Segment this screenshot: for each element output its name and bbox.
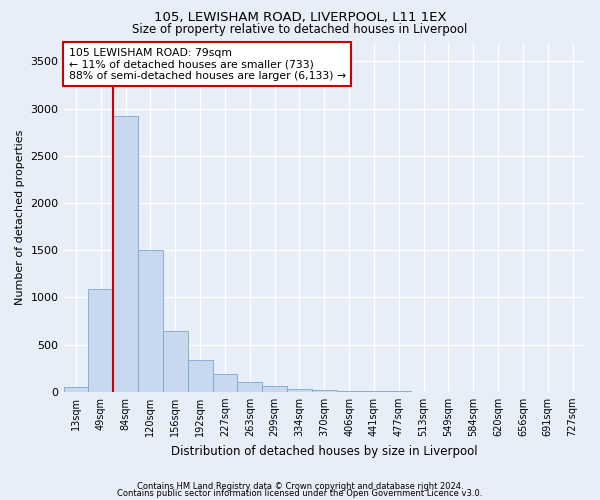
Bar: [88, 289, 113, 392]
Bar: [138, 250, 163, 392]
Text: Size of property relative to detached houses in Liverpool: Size of property relative to detached ho…: [133, 22, 467, 36]
Bar: [287, 388, 312, 392]
Text: 105, LEWISHAM ROAD, LIVERPOOL, L11 1EX: 105, LEWISHAM ROAD, LIVERPOOL, L11 1EX: [154, 11, 446, 24]
Bar: [337, 391, 362, 392]
Y-axis label: Number of detached properties: Number of detached properties: [15, 130, 25, 305]
Text: 105 LEWISHAM ROAD: 79sqm
← 11% of detached houses are smaller (733)
88% of semi-: 105 LEWISHAM ROAD: 79sqm ← 11% of detach…: [69, 48, 346, 81]
Bar: [212, 374, 238, 392]
Text: Contains HM Land Registry data © Crown copyright and database right 2024.: Contains HM Land Registry data © Crown c…: [137, 482, 463, 491]
X-axis label: Distribution of detached houses by size in Liverpool: Distribution of detached houses by size …: [171, 444, 478, 458]
Bar: [113, 116, 138, 392]
Bar: [188, 360, 212, 392]
Bar: [238, 382, 262, 392]
Bar: [312, 390, 337, 392]
Text: Contains public sector information licensed under the Open Government Licence v3: Contains public sector information licen…: [118, 490, 482, 498]
Bar: [163, 332, 188, 392]
Bar: [262, 386, 287, 392]
Bar: [64, 387, 88, 392]
